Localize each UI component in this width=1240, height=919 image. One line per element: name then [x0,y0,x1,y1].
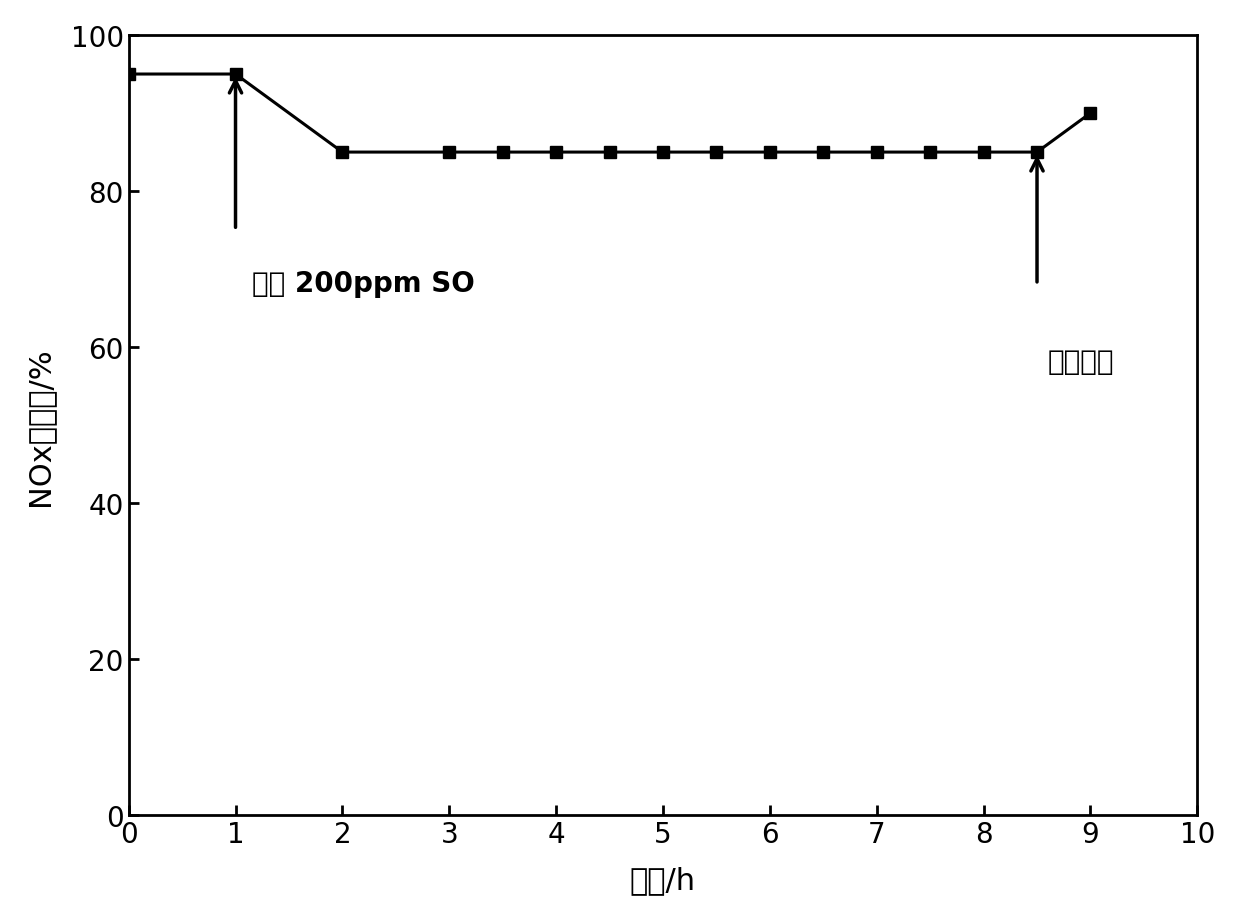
Y-axis label: NOx转化率/%: NOx转化率/% [25,346,55,505]
Text: 通入 200ppm SO: 通入 200ppm SO [252,270,474,298]
Text: 停止通入: 停止通入 [1048,347,1115,376]
X-axis label: 时间/h: 时间/h [630,865,696,894]
